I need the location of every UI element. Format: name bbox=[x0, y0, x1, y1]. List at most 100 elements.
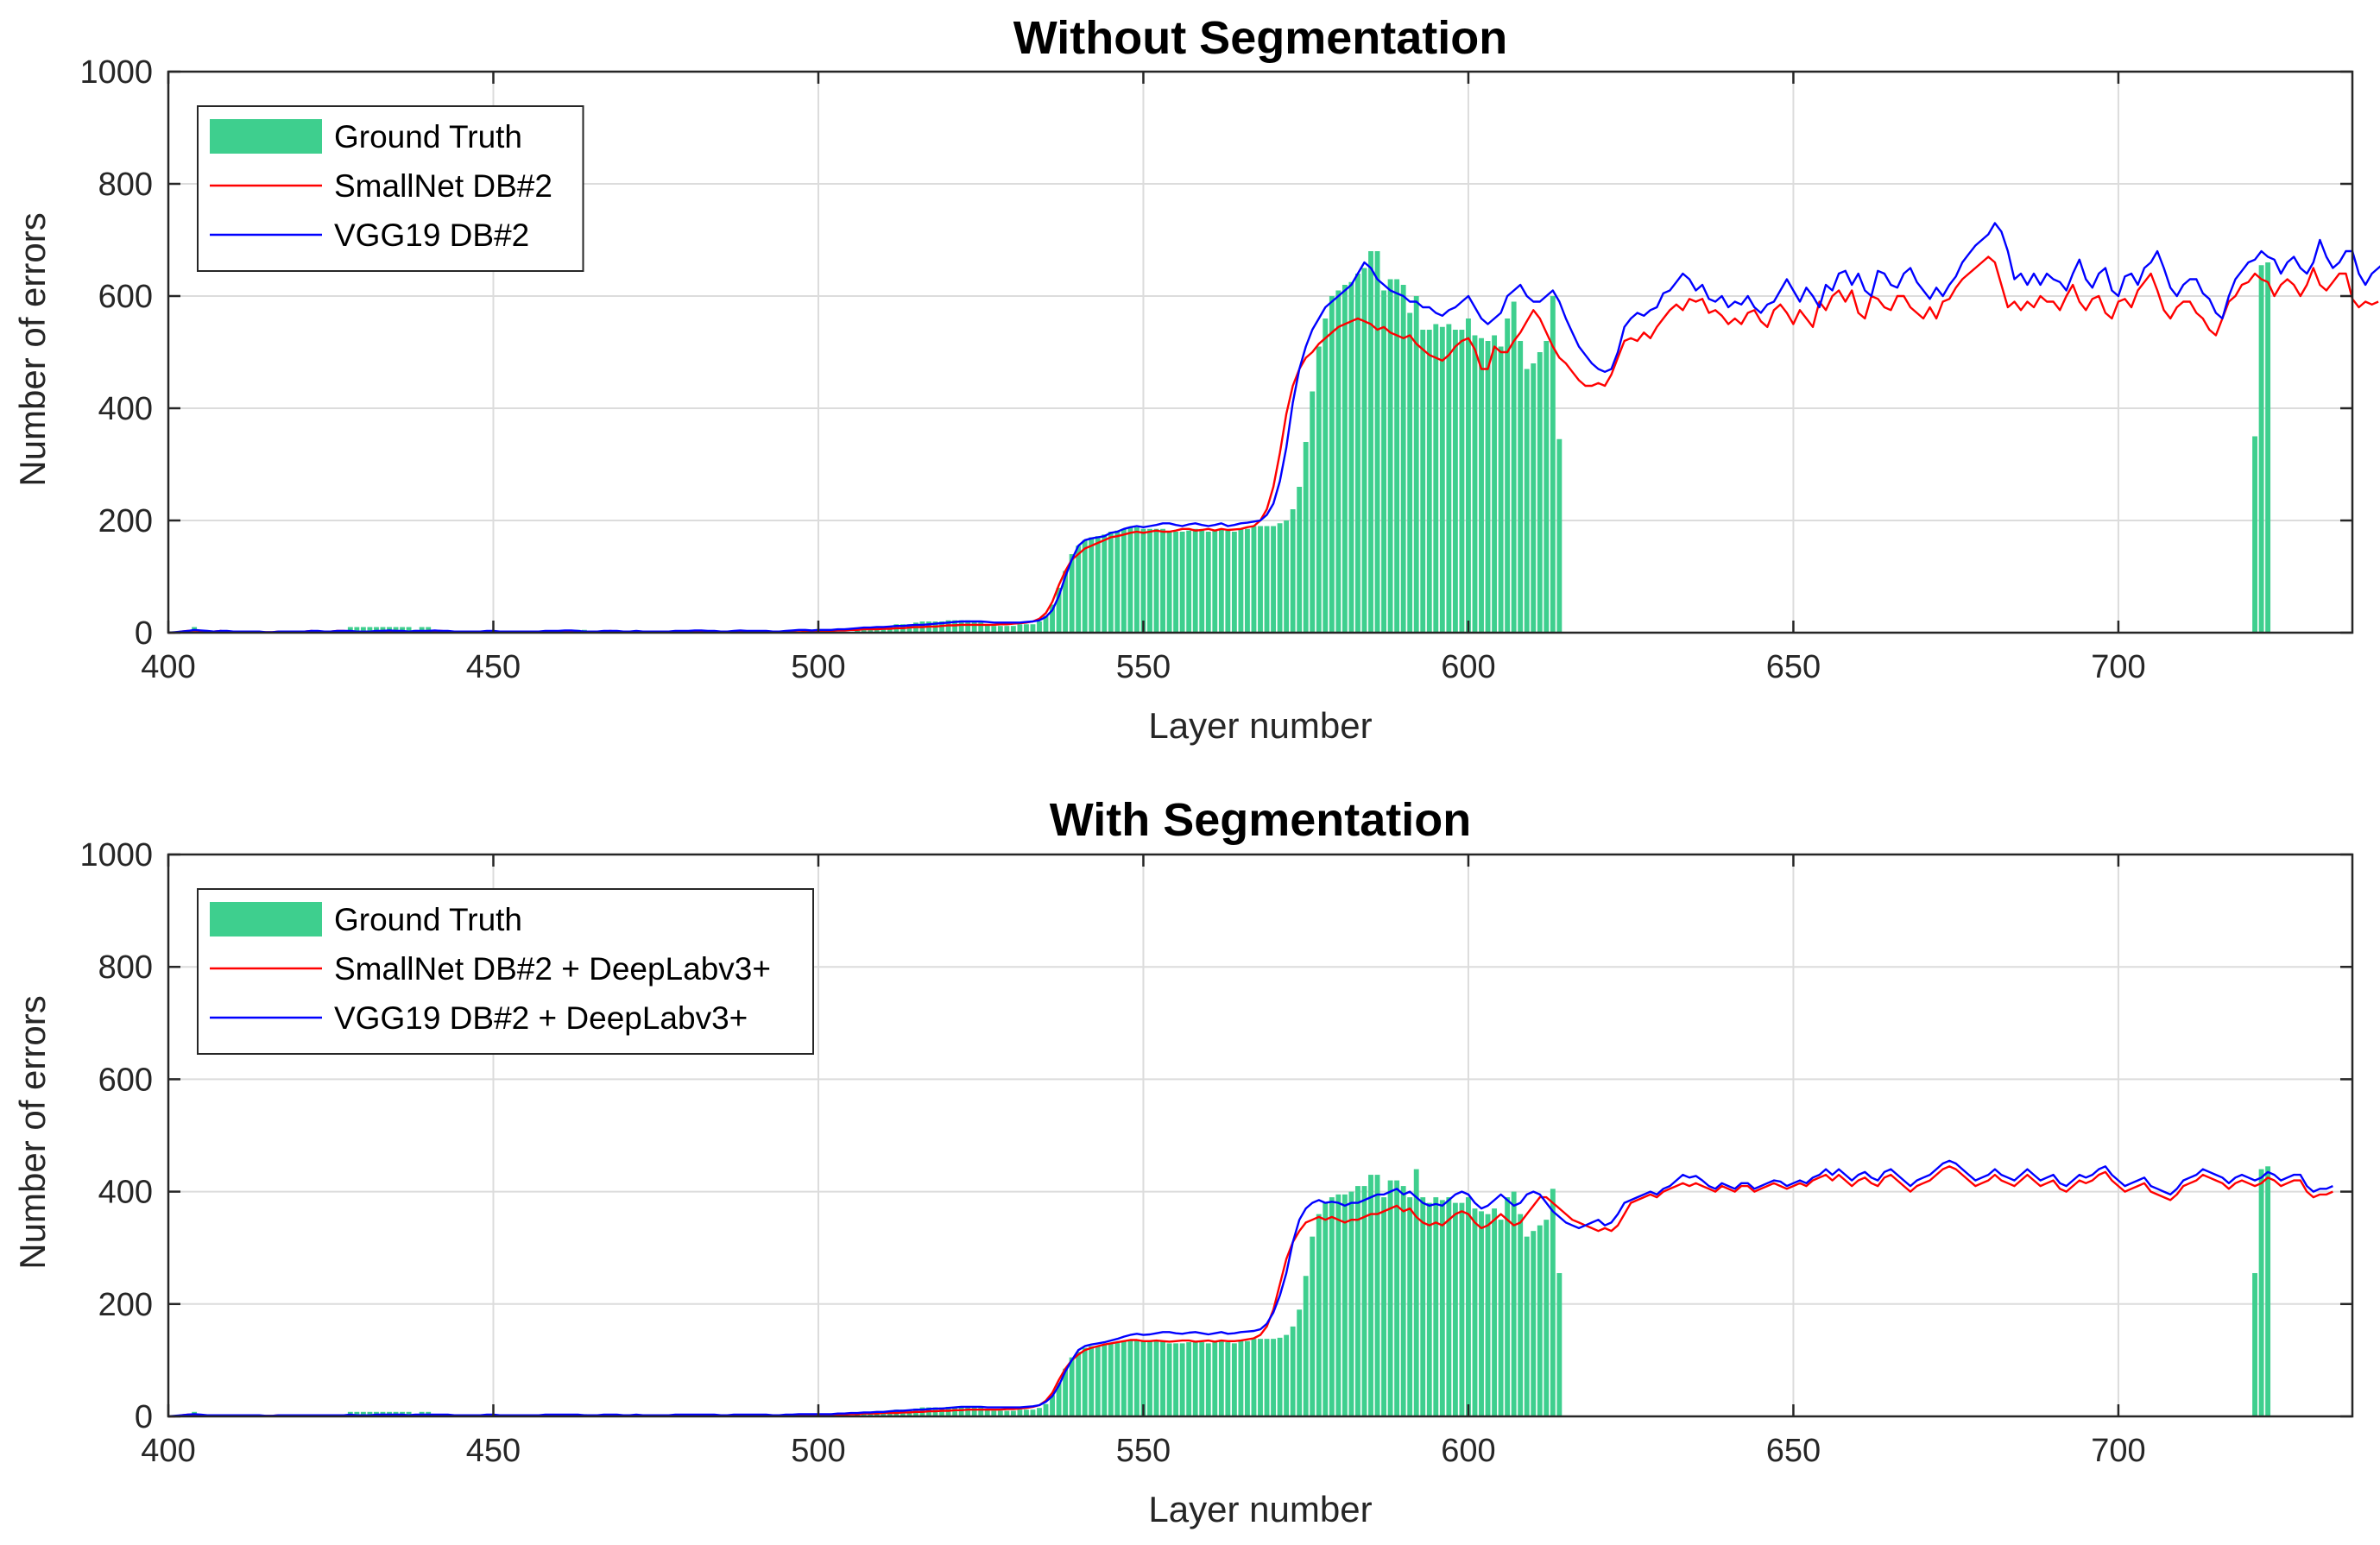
ground-truth-bar bbox=[1290, 509, 1296, 633]
ground-truth-bar bbox=[1095, 536, 1101, 633]
ground-truth-bar bbox=[1335, 1194, 1342, 1416]
ground-truth-bar bbox=[1166, 532, 1172, 633]
ground-truth-bar bbox=[1271, 526, 1276, 633]
ground-truth-bar bbox=[1063, 1368, 1069, 1416]
ground-truth-bar bbox=[965, 1406, 971, 1416]
ground-truth-bar bbox=[1446, 1197, 1452, 1416]
chart-with-segmentation: With Segmentation Number of errors Layer… bbox=[12, 794, 2354, 1529]
ground-truth-bar bbox=[360, 1411, 366, 1416]
ground-truth-bar bbox=[1439, 1200, 1445, 1416]
ground-truth-bar bbox=[1355, 1186, 1360, 1416]
ground-truth-bar bbox=[887, 627, 893, 633]
ground-truth-bar bbox=[1361, 268, 1367, 633]
ground-truth-bar bbox=[1355, 274, 1360, 633]
ground-truth-bar bbox=[1446, 324, 1452, 633]
ground-truth-bar bbox=[1264, 1339, 1270, 1416]
ground-truth-bar bbox=[1225, 530, 1231, 633]
ground-truth-bar bbox=[1043, 615, 1049, 633]
ground-truth-bar bbox=[1147, 528, 1152, 633]
ground-truth-bar bbox=[1231, 532, 1237, 633]
ground-truth-bar bbox=[1426, 1202, 1432, 1416]
ground-truth-bar bbox=[1023, 1409, 1029, 1416]
legend-label: VGG19 DB#2 bbox=[334, 218, 529, 253]
ground-truth-bar bbox=[1089, 537, 1095, 633]
chart-title: With Segmentation bbox=[1050, 794, 1472, 846]
chart-without-segmentation: Without Segmentation Number of errors La… bbox=[12, 12, 2380, 746]
ground-truth-bar bbox=[1290, 1326, 1296, 1416]
ground-truth-bar bbox=[1017, 1409, 1023, 1416]
ground-truth-bar bbox=[1335, 290, 1342, 633]
y-axis-label: Number of errors bbox=[12, 995, 53, 1269]
ground-truth-bar bbox=[1531, 1231, 1537, 1416]
ground-truth-bar bbox=[1251, 1339, 1257, 1416]
ground-truth-bar bbox=[1433, 324, 1439, 633]
ground-truth-bar bbox=[354, 1411, 360, 1416]
ground-truth-bar bbox=[1205, 532, 1211, 633]
ground-truth-bar bbox=[1063, 571, 1069, 633]
ground-truth-bar bbox=[1056, 1382, 1062, 1416]
legend-label: Ground Truth bbox=[334, 119, 522, 154]
ground-truth-bar bbox=[1173, 1343, 1179, 1416]
ground-truth-bar bbox=[1192, 1340, 1198, 1416]
ground-truth-bar bbox=[1420, 330, 1426, 633]
y-tick-label: 800 bbox=[98, 167, 153, 203]
ground-truth-bar bbox=[1361, 1186, 1367, 1416]
ground-truth-bar bbox=[952, 620, 958, 633]
ground-truth-bar bbox=[1140, 1340, 1146, 1416]
ground-truth-bar bbox=[1556, 1272, 1562, 1416]
x-tick-label: 650 bbox=[1766, 649, 1821, 685]
ground-truth-bar bbox=[1205, 1343, 1211, 1416]
ground-truth-bar bbox=[1140, 528, 1146, 633]
x-tick-label: 650 bbox=[1766, 1433, 1821, 1469]
ground-truth-bar bbox=[1147, 1340, 1152, 1416]
ground-truth-bar bbox=[1394, 279, 1400, 633]
ground-truth-bar bbox=[1466, 1197, 1471, 1416]
ground-truth-bar bbox=[1030, 624, 1036, 633]
ground-truth-bar bbox=[958, 620, 964, 633]
y-tick-label: 200 bbox=[98, 1287, 153, 1323]
ground-truth-bar bbox=[978, 621, 984, 633]
legend: Ground Truth SmallNet DB#2 + DeepLabv3+ VG… bbox=[197, 888, 814, 1055]
legend-label: SmallNet DB#2 bbox=[334, 168, 552, 204]
ground-truth-bar bbox=[1102, 534, 1108, 633]
ground-truth-bar bbox=[1498, 1220, 1504, 1416]
ground-truth-bar bbox=[406, 627, 412, 633]
ground-truth-bar bbox=[945, 620, 951, 633]
ground-truth-bar bbox=[1452, 1202, 1458, 1416]
ground-truth-bar bbox=[1452, 330, 1458, 633]
ground-truth-bar bbox=[2258, 1169, 2264, 1416]
ground-truth-bar bbox=[1472, 1208, 1478, 1416]
ground-truth-bar bbox=[939, 1407, 944, 1416]
y-axis-label: Number of errors bbox=[12, 212, 53, 486]
ground-truth-bar bbox=[1089, 1346, 1095, 1416]
ground-truth-bar bbox=[997, 1410, 1003, 1416]
ground-truth-bar bbox=[1459, 1202, 1465, 1416]
ground-truth-bar bbox=[1218, 1340, 1224, 1416]
ground-truth-bar bbox=[1251, 526, 1257, 633]
ground-truth-bar bbox=[2252, 1272, 2257, 1416]
ground-truth-bar bbox=[952, 1406, 958, 1416]
ground-truth-bar bbox=[1524, 369, 1530, 633]
ground-truth-bar bbox=[1245, 528, 1250, 633]
ground-truth-bar bbox=[1121, 528, 1127, 633]
ground-truth-bar bbox=[406, 1411, 412, 1416]
ground-truth-bar bbox=[1231, 1343, 1237, 1416]
ground-truth-bar bbox=[1004, 1410, 1010, 1416]
ground-truth-bar bbox=[1537, 1225, 1543, 1416]
ground-truth-bar bbox=[1348, 1191, 1354, 1416]
x-tick-label: 550 bbox=[1116, 1433, 1171, 1469]
ground-truth-bar bbox=[1368, 1175, 1373, 1416]
ground-truth-bar bbox=[1023, 624, 1029, 633]
x-tick-label: 450 bbox=[466, 1433, 521, 1469]
ground-truth-bar bbox=[354, 627, 360, 633]
ground-truth-bar bbox=[380, 627, 386, 633]
ground-truth-bar bbox=[1394, 1180, 1400, 1416]
x-tick-label: 500 bbox=[791, 1433, 845, 1469]
ground-truth-bar bbox=[2252, 436, 2257, 633]
ground-truth-bar bbox=[1368, 251, 1373, 633]
ground-truth-bar bbox=[881, 627, 887, 633]
ground-truth-bar bbox=[1348, 281, 1354, 633]
series-line-2 bbox=[167, 222, 2380, 634]
ground-truth-bar bbox=[1050, 1395, 1055, 1416]
legend-label: VGG19 DB#2 + DeepLabv3+ bbox=[334, 1000, 748, 1036]
